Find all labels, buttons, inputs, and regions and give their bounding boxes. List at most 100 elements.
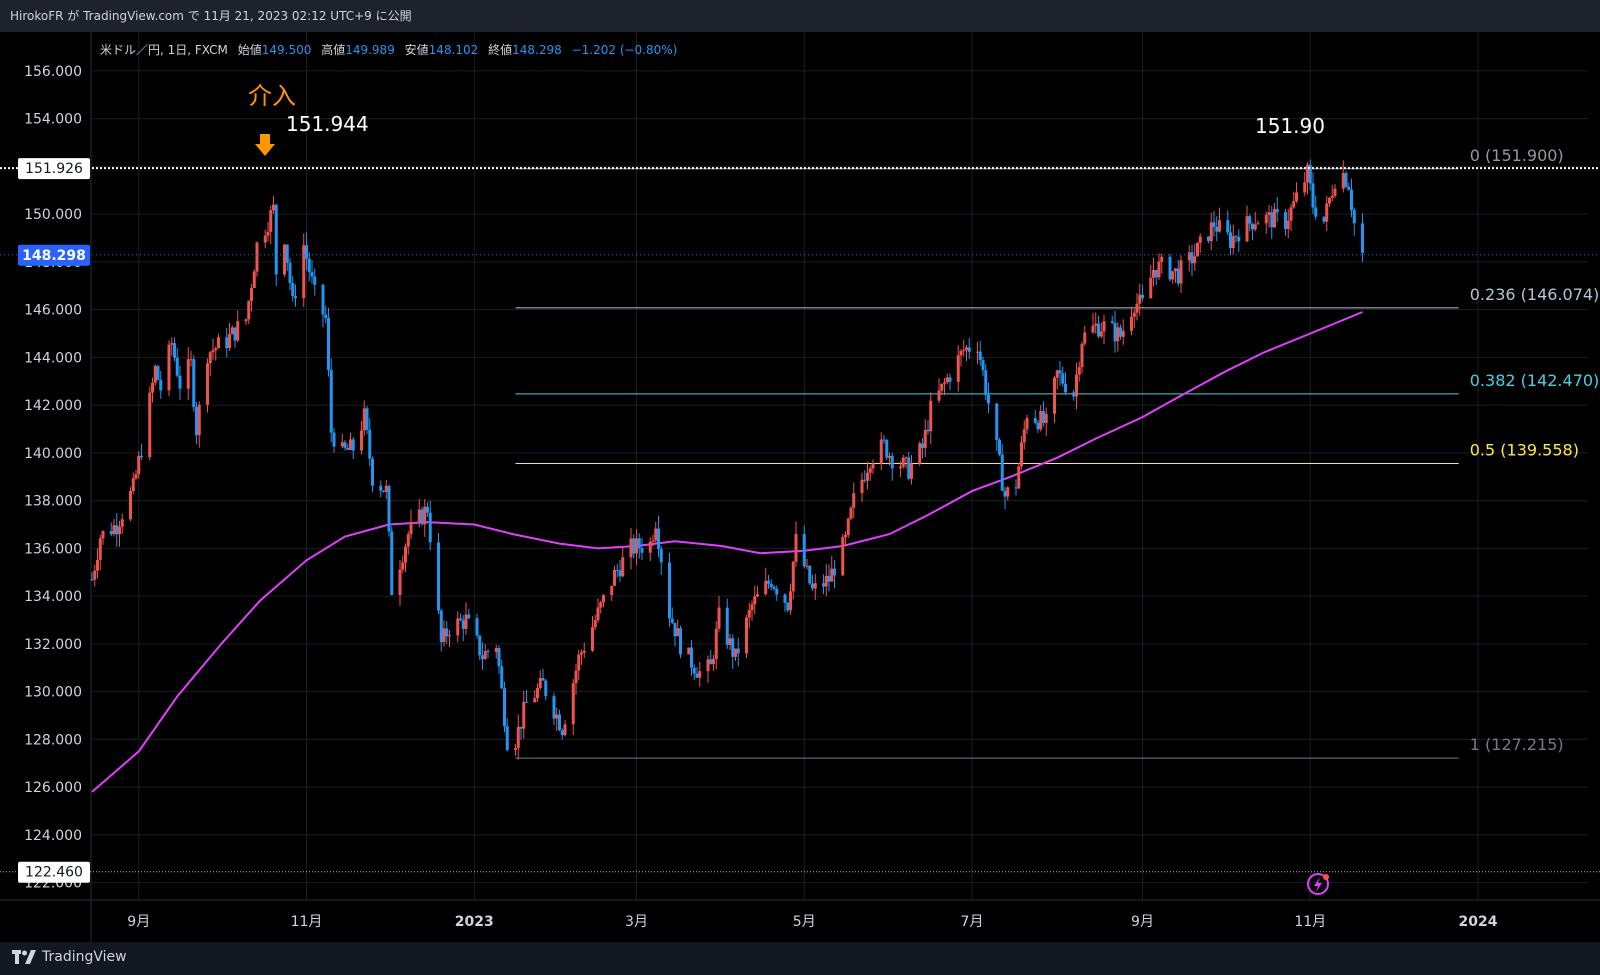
x-tick-label: 9月 — [1131, 914, 1154, 930]
candle-body — [871, 463, 875, 469]
candle-body — [907, 457, 911, 479]
brand-name: TradingView — [42, 949, 127, 965]
candle-body — [1226, 220, 1230, 233]
intervention-arrow-icon — [255, 134, 275, 156]
candle-body — [813, 583, 817, 589]
tradingview-logo[interactable]: TradingView — [12, 949, 127, 965]
candlestick-chart[interactable]: 156.000154.000152.000150.000148.000146.0… — [0, 32, 1600, 942]
candle-body — [1190, 252, 1194, 264]
candle-body — [206, 363, 209, 405]
candle-body — [263, 235, 267, 243]
candle-body — [387, 485, 391, 532]
fib-level-label: 0.236 (146.074) — [1470, 285, 1600, 304]
candle-body — [698, 671, 702, 678]
candle-body — [456, 618, 460, 636]
price-marker-badge — [18, 861, 90, 883]
candle-body — [1099, 331, 1103, 337]
candle-body — [808, 565, 812, 584]
candle-body — [1303, 182, 1307, 193]
candle-body — [1077, 367, 1081, 375]
candle-body — [533, 698, 537, 703]
candle-body — [294, 296, 297, 299]
candle-body — [657, 528, 660, 550]
candle-body — [695, 673, 699, 678]
candle-body — [1253, 224, 1257, 230]
candle-body — [943, 382, 946, 384]
candle-body — [890, 455, 894, 469]
candle-body — [1292, 201, 1296, 208]
candle-body — [131, 478, 135, 491]
legend-open-label: 始値 — [237, 43, 262, 57]
candle-body — [1157, 261, 1161, 278]
candle-body — [371, 458, 374, 486]
candle-body — [640, 548, 644, 553]
candle-body — [734, 648, 737, 657]
candle-body — [1273, 209, 1276, 228]
candle-body — [228, 334, 231, 349]
candle-body — [178, 375, 182, 389]
candle-body — [1333, 188, 1337, 196]
candle-body — [1289, 207, 1293, 221]
candle-body — [802, 533, 806, 567]
candle-body — [899, 466, 902, 469]
candle-body — [500, 666, 504, 689]
candle-body — [428, 512, 432, 543]
candle-body — [409, 522, 413, 535]
candle-body — [1132, 312, 1136, 317]
candle-body — [1229, 232, 1232, 248]
candle-body — [1198, 236, 1202, 243]
moving-average-line — [91, 311, 1363, 793]
candle-body — [247, 300, 251, 320]
candle-body — [368, 429, 372, 459]
candle-body — [1347, 186, 1351, 190]
candle-body — [115, 525, 119, 535]
candle-body — [522, 701, 526, 729]
candle-body — [1234, 236, 1238, 238]
legend-close: 148.298 — [512, 43, 562, 57]
candle-body — [252, 271, 256, 288]
candle-body — [505, 726, 509, 751]
candle-body — [1058, 370, 1062, 374]
candle-body — [175, 357, 179, 376]
candle-body — [849, 507, 853, 519]
peak-2023-label: 151.90 — [1255, 114, 1325, 138]
candle-body — [676, 628, 680, 637]
candle-body — [948, 377, 952, 382]
candle-body — [250, 287, 253, 301]
candle-body — [882, 439, 886, 441]
candle-body — [417, 509, 421, 523]
candle-body — [981, 360, 985, 371]
candle-body — [1212, 222, 1216, 227]
candle-body — [1176, 268, 1180, 284]
candle-body — [186, 359, 190, 389]
candle-body — [1286, 220, 1290, 229]
candle-body — [860, 479, 864, 494]
candle-body — [929, 400, 933, 432]
candle-body — [918, 443, 922, 464]
candle-body — [481, 655, 484, 660]
price-marker-badge — [18, 244, 90, 266]
candle-body — [208, 352, 212, 364]
publish-line: HirokoFR が TradingView.com で 11月 21, 202… — [10, 9, 412, 23]
candle-body — [1267, 212, 1271, 216]
candle-body — [833, 568, 836, 576]
candle-body — [1193, 256, 1197, 264]
candle-body — [1020, 442, 1023, 467]
y-tick-label: 156.000 — [24, 64, 82, 80]
x-tick-label: 2024 — [1459, 914, 1498, 930]
candle-body — [731, 638, 735, 657]
candle-body — [283, 244, 286, 275]
candle-body — [467, 614, 471, 619]
candle-body — [651, 540, 655, 542]
legend-high: 149.989 — [345, 43, 395, 57]
candle-body — [827, 576, 831, 582]
candle-body — [940, 383, 944, 391]
tradingview-logo-icon — [12, 950, 36, 964]
candle-body — [189, 359, 193, 361]
candle-body — [167, 344, 171, 391]
chart-area[interactable]: 156.000154.000152.000150.000148.000146.0… — [0, 32, 1600, 942]
candle-body — [151, 382, 154, 393]
notification-dot — [1323, 874, 1329, 880]
candle-body — [1270, 212, 1274, 228]
candle-body — [1306, 164, 1309, 183]
